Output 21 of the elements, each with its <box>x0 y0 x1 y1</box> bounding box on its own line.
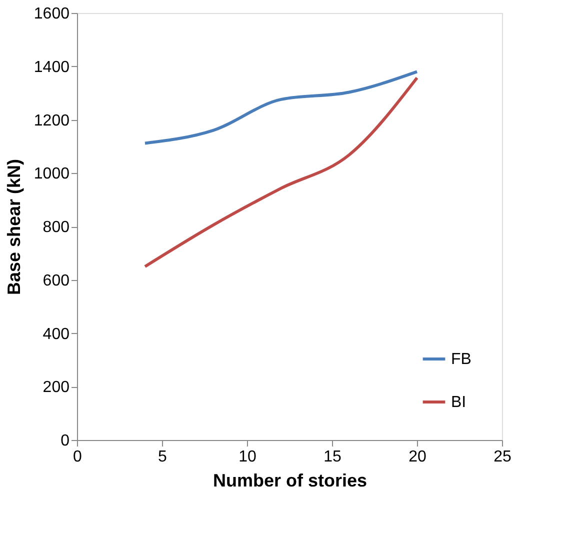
line-series <box>144 70 418 145</box>
x-tick-label: 10 <box>238 448 256 466</box>
y-tick-label: 1000 <box>34 166 70 183</box>
legend-label: FB <box>451 351 472 368</box>
legend-label: BI <box>451 394 466 411</box>
x-axis-title: Number of stories <box>212 470 368 490</box>
y-tick-label: 1200 <box>34 112 70 130</box>
x-tick-label: 15 <box>324 448 342 466</box>
y-tick-label: 1600 <box>34 6 70 22</box>
y-tick-label: 600 <box>42 272 70 290</box>
x-tick-label: 25 <box>494 448 512 466</box>
y-tick-label: 0 <box>60 432 70 450</box>
y-tick-label: 800 <box>42 219 70 236</box>
x-tick-label: 5 <box>158 448 168 466</box>
x-tick-label: 20 <box>408 448 426 466</box>
y-tick-label: 1400 <box>34 58 70 76</box>
y-axis-title: Base shear (kN) <box>4 158 24 296</box>
y-tick-label: 200 <box>42 379 70 396</box>
x-tick-label: 0 <box>73 448 82 466</box>
line-series <box>144 76 418 268</box>
y-tick-label: 400 <box>42 326 70 343</box>
